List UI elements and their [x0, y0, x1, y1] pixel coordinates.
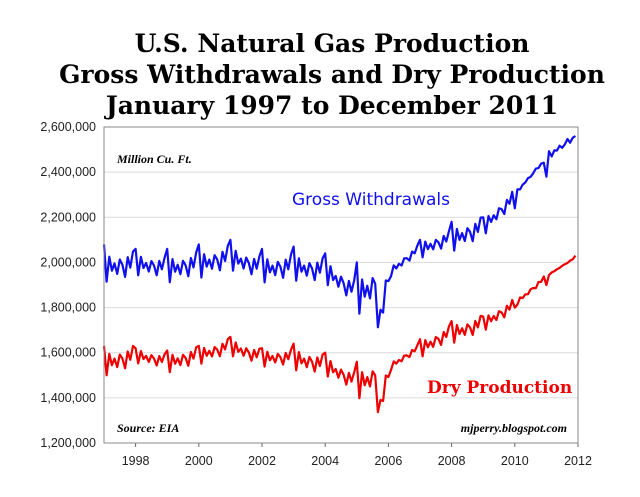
y-tick-label: 2,000,000	[40, 255, 96, 269]
x-tick-label: 2006	[374, 454, 402, 468]
x-tick-label: 2010	[501, 454, 529, 468]
plot-frame	[103, 126, 579, 444]
x-tick-label: 1998	[122, 454, 150, 468]
x-tick-label: 2000	[185, 454, 213, 468]
source-note: Source: EIA	[117, 421, 179, 435]
series-label-gross-withdrawals: Gross Withdrawals	[292, 190, 450, 210]
x-tick-label: 2008	[438, 454, 466, 468]
y-tick-label: 2,400,000	[40, 165, 96, 179]
y-tick-label: 1,200,000	[40, 436, 96, 450]
chart-title-block: U.S. Natural Gas Production Gross Withdr…	[59, 29, 605, 120]
series-line-gross-withdrawals	[102, 135, 577, 329]
y-tick-label: 1,800,000	[40, 301, 96, 315]
chart-title-line-3: January 1997 to December 2011	[104, 91, 558, 120]
unit-note: Million Cu. Ft.	[116, 152, 192, 166]
y-tick-label: 1,400,000	[40, 391, 96, 405]
chart-title-line-1: U.S. Natural Gas Production	[135, 29, 530, 58]
series-label-dry-production: Dry Production	[427, 378, 572, 398]
y-tick-label: 2,600,000	[40, 120, 96, 134]
x-tick-label: 2002	[248, 454, 276, 468]
series-lines	[102, 135, 577, 414]
x-tick-label: 2012	[564, 454, 592, 468]
series-line-dry-production	[102, 255, 577, 414]
y-tick-label: 2,200,000	[40, 210, 96, 224]
credit-note: mjperry.blogspot.com	[461, 421, 567, 435]
x-axis: 1998 2000 2002 2004 2006 2008 2010 2012	[122, 443, 592, 468]
chart-title-line-2: Gross Withdrawals and Dry Production	[59, 60, 605, 89]
y-tick-label: 1,600,000	[40, 346, 96, 360]
x-tick-label: 2004	[311, 454, 339, 468]
y-axis: 1,200,000 1,400,000 1,600,000 1,800,000 2,00…	[40, 120, 96, 450]
